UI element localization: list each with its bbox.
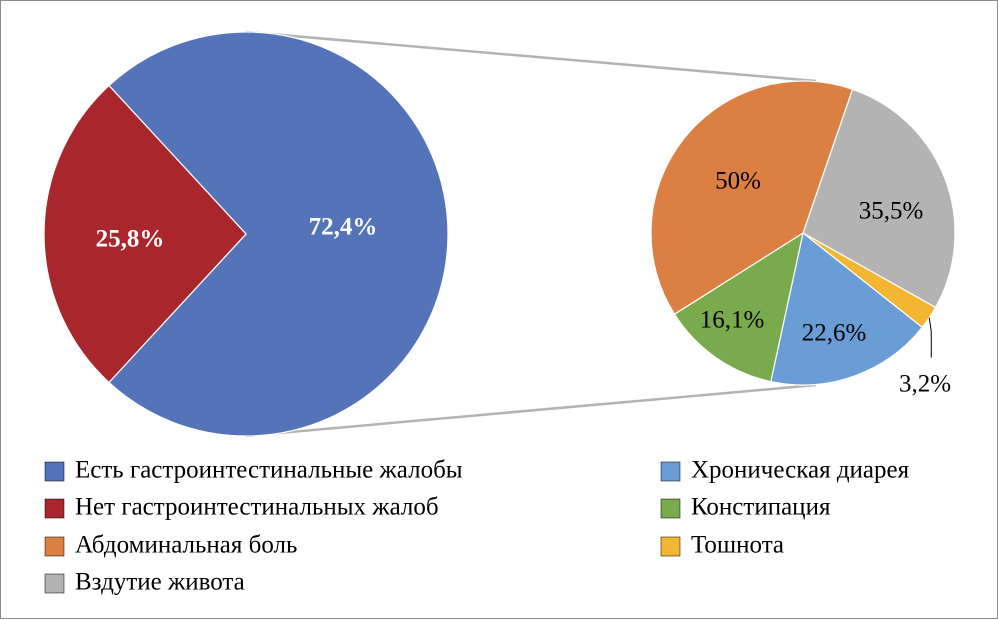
legend-swatch-0 [44, 461, 65, 482]
slice-label-3: 22,6% [802, 320, 867, 347]
secondary-pie: 50% 35,5% 3,2% 22,6% 16,1% [650, 80, 956, 398]
slice-label-1: 25,8% [96, 226, 165, 253]
pie-slice-0 [108, 31, 449, 437]
legend-label-5: Тошнота [691, 532, 784, 559]
legend: Есть гастроинтестинальные жалобы Хроничес… [44, 457, 910, 596]
legend-swatch-6 [44, 573, 65, 594]
slice-label-0: 72,4% [309, 214, 378, 241]
legend-label-3: Констипация [691, 494, 831, 521]
leader-line [928, 317, 932, 358]
main-pie: 72,4% 25,8% [43, 31, 449, 437]
connector-line-top [245, 30, 817, 83]
slice-label-4: 16,1% [700, 307, 765, 334]
legend-swatch-2 [44, 498, 65, 519]
slice-label-1: 35,5% [859, 198, 924, 225]
pie-slice-1 [43, 84, 247, 384]
slice-label-2: 3,2% [899, 371, 951, 398]
pie-slice-3 [770, 231, 924, 386]
legend-swatch-3 [660, 498, 681, 519]
legend-swatch-5 [660, 536, 681, 557]
pie-slice-1 [802, 88, 956, 309]
pie-slice-4 [673, 231, 804, 383]
legend-swatch-4 [44, 536, 65, 557]
legend-label-0: Есть гастроинтестинальные жалобы [75, 457, 463, 484]
legend-label-1: Хроническая диарея [691, 457, 910, 484]
legend-label-4: Абдоминальная боль [75, 532, 297, 559]
connector-lines [245, 30, 817, 438]
legend-label-6: Вздутие живота [75, 569, 245, 596]
legend-swatch-1 [660, 461, 681, 482]
connector-line-bottom [245, 383, 817, 438]
slice-label-0: 50% [715, 168, 761, 195]
legend-label-2: Нет гастроинтестинальных жалоб [75, 494, 439, 521]
pie-slice-0 [650, 80, 854, 316]
